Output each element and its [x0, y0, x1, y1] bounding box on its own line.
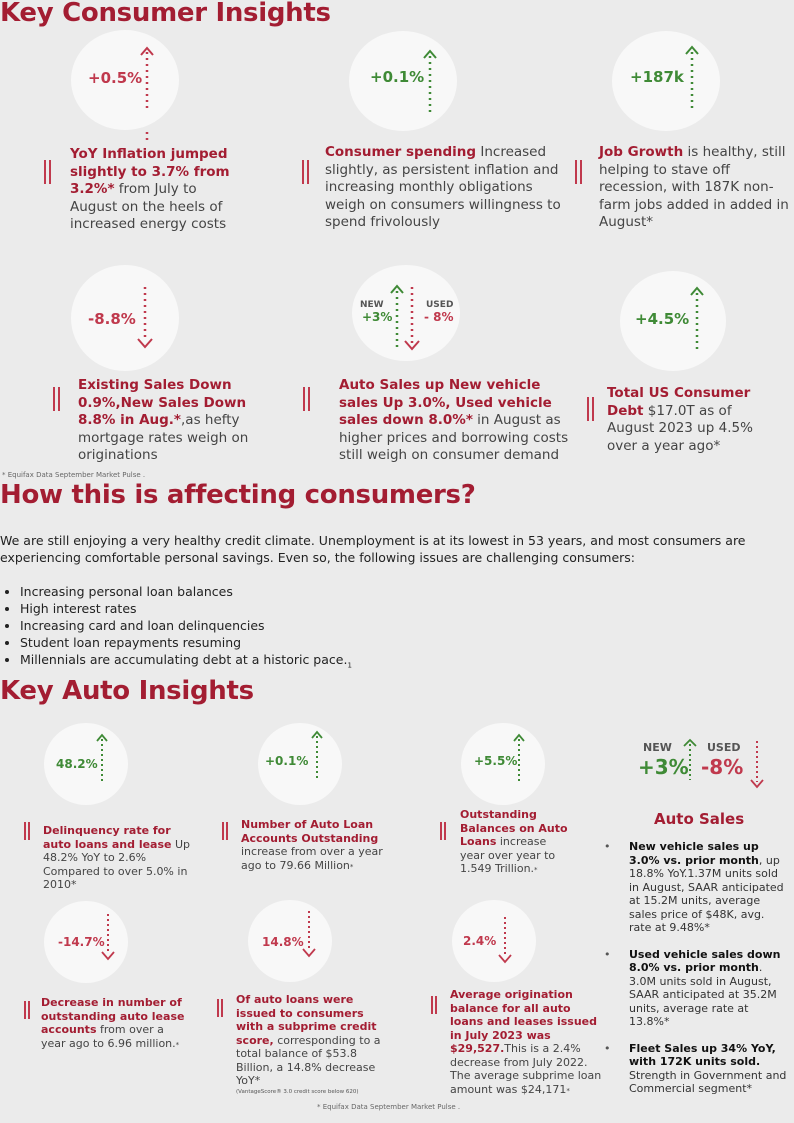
list-item: Millennials are accumulating debt at a h…	[20, 651, 352, 675]
metric-circle	[71, 30, 179, 130]
metric-circle	[349, 31, 457, 131]
metric-value: -8.8%	[88, 310, 136, 328]
new-label: NEW	[643, 741, 672, 754]
metric-value: +0.1%	[370, 68, 425, 86]
quote-bar	[575, 160, 582, 184]
card-text: Outstanding Balances on Auto Loans incre…	[460, 808, 568, 875]
metric-circle	[612, 31, 720, 131]
quote-bar	[44, 160, 51, 184]
list-item: Student loan repayments resuming	[20, 634, 352, 651]
source-note: * Equifax Data September Market Pulse .	[2, 471, 146, 479]
metric-value: 2.4%	[463, 934, 497, 948]
metric-circle	[352, 265, 460, 361]
metric-value: -14.7%	[58, 935, 105, 949]
list-item: New vehicle sales up 3.0% vs. prior mont…	[604, 840, 790, 935]
metric-circle	[248, 900, 332, 982]
new-value: +3%	[638, 755, 689, 779]
metric-circle	[44, 901, 128, 983]
source-note: * Equifax Data September Market Pulse .	[317, 1103, 461, 1111]
auto-insights-title: Key Auto Insights	[0, 676, 254, 706]
consumer-insights-title: Key Consumer Insights	[0, 0, 331, 28]
metric-value: 48.2%	[56, 757, 98, 771]
new-value: +3%	[362, 310, 393, 324]
quote-bar	[303, 387, 310, 411]
quote-bar	[587, 397, 594, 421]
metric-circle	[620, 271, 726, 371]
used-value: - 8%	[424, 310, 454, 324]
up-arrow-icon	[513, 733, 525, 781]
metric-value: +0.1%	[265, 754, 309, 768]
new-label: NEW	[360, 300, 384, 310]
metric-circle	[71, 265, 179, 371]
quote-bar	[302, 160, 309, 184]
quote-bar	[217, 999, 223, 1017]
challenge-list: Increasing personal loan balances High i…	[0, 583, 352, 675]
metric-value: +4.5%	[635, 310, 690, 328]
card-text: Average origination balance for all auto…	[450, 988, 602, 1096]
metric-circle	[44, 723, 128, 805]
down-arrow-icon	[302, 911, 316, 958]
quote-bar	[24, 1001, 30, 1019]
card-text: Existing Sales Down 0.9%,New Sales Down …	[78, 377, 249, 463]
card-text: YoY Inflation jumped slightly to 3.7% fr…	[70, 146, 230, 232]
metric-value: 14.8%	[262, 935, 304, 949]
up-arrow-icon	[311, 730, 323, 778]
used-label: USED	[707, 741, 741, 754]
card-text: Delinquency rate for auto loans and leas…	[43, 824, 191, 891]
up-arrow-icon	[685, 45, 699, 110]
list-item: Increasing personal loan balances	[20, 583, 352, 600]
footnote-mark: 1	[347, 661, 352, 670]
metric-circle	[461, 723, 545, 805]
down-arrow-icon	[137, 287, 153, 349]
card-text: Of auto loans were issued to consumers w…	[236, 993, 384, 1096]
used-value: -8%	[701, 755, 744, 779]
list-item: High interest rates	[20, 600, 352, 617]
quote-bar	[222, 822, 228, 840]
up-arrow-icon	[690, 286, 704, 351]
card-text: Consumer spending Increased slightly, as…	[325, 144, 561, 230]
auto-sales-heading: Auto Sales	[654, 810, 745, 828]
list-item: Fleet Sales up 34% YoY, with 172K units …	[604, 1042, 790, 1096]
card-text: Decrease in number of outstanding auto l…	[41, 996, 185, 1050]
metric-value: +187k	[630, 68, 684, 86]
metric-value: +0.5%	[88, 69, 143, 87]
down-arrow-icon	[498, 917, 512, 964]
up-arrow-icon	[683, 738, 697, 780]
up-arrow-icon	[390, 284, 404, 349]
down-arrow-icon	[404, 287, 420, 351]
up-arrow-icon	[423, 49, 437, 114]
quote-bar	[431, 996, 437, 1014]
card-text: Job Growth is healthy, still helping to …	[599, 144, 789, 230]
affecting-paragraph: We are still enjoying a very healthy cre…	[0, 533, 746, 565]
card-text: Number of Auto Loan Accounts Outstanding…	[241, 818, 383, 872]
list-item: Used vehicle sales down 8.0% vs. prior m…	[604, 948, 790, 1029]
list-item: Increasing card and loan delinquencies	[20, 617, 352, 634]
up-arrow-icon	[140, 46, 154, 142]
quote-bar	[24, 822, 30, 840]
down-arrow-icon	[101, 914, 115, 961]
auto-sales-list: New vehicle sales up 3.0% vs. prior mont…	[604, 840, 790, 1109]
credit-score-note: (VantageScore® 3.0 credit score below 62…	[236, 1088, 359, 1095]
quote-bar	[440, 822, 446, 840]
card-text: Total US Consumer Debt $17.0T as of Augu…	[607, 385, 753, 454]
card-text: Auto Sales up New vehicle sales Up 3.0%,…	[339, 377, 569, 463]
metric-circle	[258, 723, 342, 805]
affecting-title: How this is affecting consumers?	[0, 480, 476, 510]
down-arrow-icon	[750, 741, 764, 789]
quote-bar	[53, 387, 60, 411]
used-label: USED	[426, 300, 454, 310]
metric-value: +5.5%	[474, 754, 518, 768]
metric-circle	[452, 900, 536, 982]
up-arrow-icon	[96, 733, 108, 781]
